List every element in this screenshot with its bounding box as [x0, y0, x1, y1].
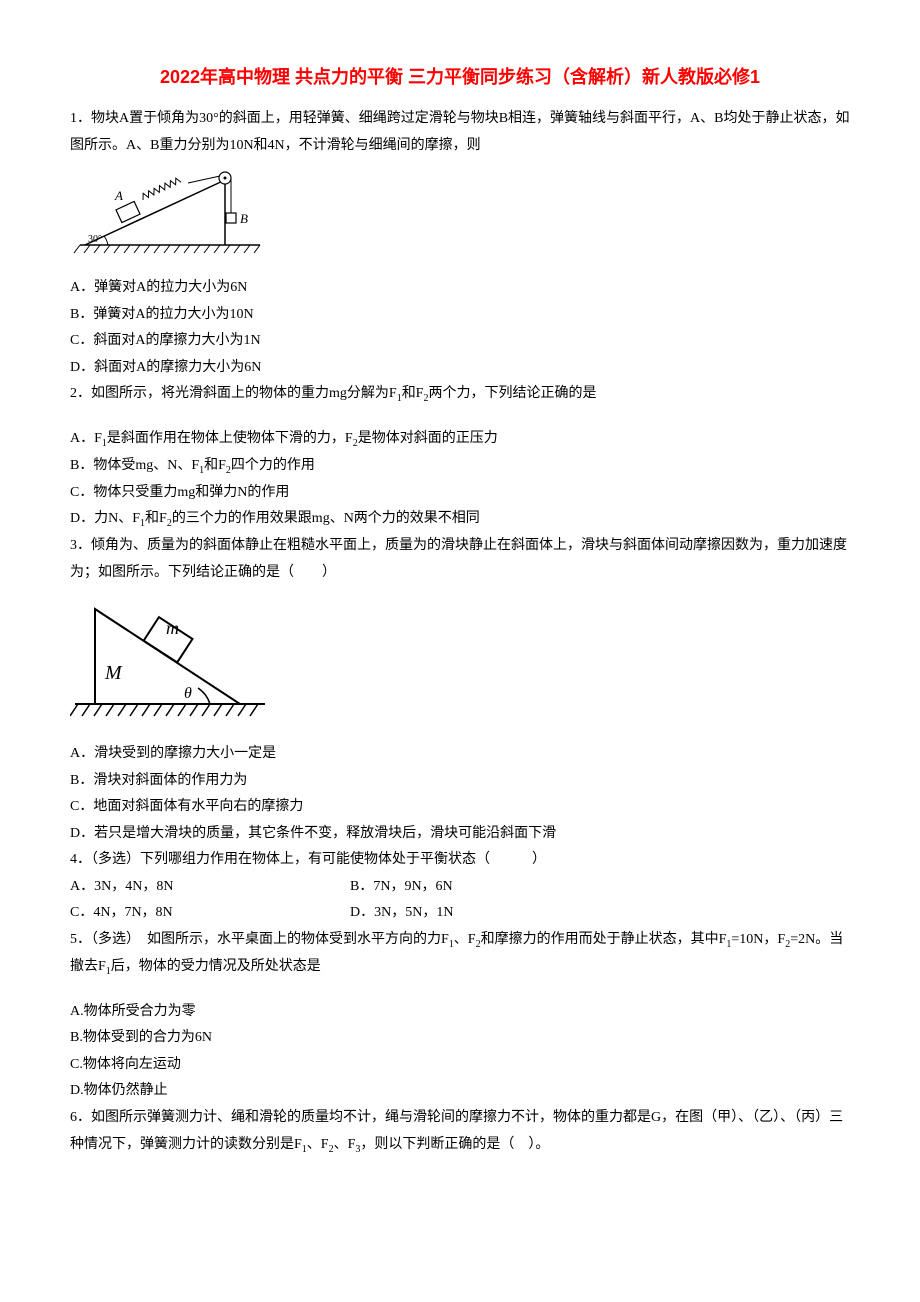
q2-opt-b: B．物体受mg、N、F1和F2四个力的作用 — [70, 453, 850, 480]
q3-stem: 3．倾角为、质量为的斜面体静止在粗糙水平面上，质量为的滑块静止在斜面体上，滑块与… — [70, 533, 850, 586]
q4-opt-d: D．3N，5N，1N — [350, 900, 630, 927]
q6-stem: 6．如图所示弹簧测力计、绳和滑轮的质量均不计，绳与滑轮间的摩擦力不计，物体的重力… — [70, 1105, 850, 1158]
q3-figure: m M θ — [70, 594, 850, 735]
q1-figure: A B 30° — [70, 165, 850, 271]
q1-opt-b: B．弹簧对A的拉力大小为10N — [70, 302, 850, 329]
q1-opt-d: D．斜面对A的摩擦力大小为6N — [70, 355, 850, 382]
q5-opt-a: A.物体所受合力为零 — [70, 999, 850, 1026]
svg-text:θ: θ — [184, 685, 192, 702]
q2-figure-placeholder — [70, 408, 850, 426]
q4-row1: A．3N，4N，8N B．7N，9N，6N — [70, 874, 850, 901]
q3-opt-b: B．滑块对斜面体的作用力为 — [70, 768, 850, 795]
page-title: 2022年高中物理 共点力的平衡 三力平衡同步练习（含解析）新人教版必修1 — [70, 60, 850, 94]
q4-opt-a: A．3N，4N，8N — [70, 874, 350, 901]
svg-text:30°: 30° — [88, 234, 102, 245]
q2-stem: 2．如图所示，将光滑斜面上的物体的重力mg分解为F1和F2两个力，下列结论正确的… — [70, 381, 850, 408]
svg-text:M: M — [104, 662, 123, 684]
q1-opt-c: C．斜面对A的摩擦力大小为1N — [70, 328, 850, 355]
q5-figure-placeholder — [70, 981, 850, 999]
q3-opt-c: C．地面对斜面体有水平向右的摩擦力 — [70, 794, 850, 821]
q2-opt-c: C．物体只受重力mg和弹力N的作用 — [70, 480, 850, 507]
q4-row2: C．4N，7N，8N D．3N，5N，1N — [70, 900, 850, 927]
q3-opt-a: A．滑块受到的摩擦力大小一定是 — [70, 741, 850, 768]
svg-text:A: A — [114, 188, 123, 203]
q3-opt-d: D．若只是增大滑块的质量，其它条件不变，释放滑块后，滑块可能沿斜面下滑 — [70, 821, 850, 848]
q5-stem: 5．（多选） 如图所示，水平桌面上的物体受到水平方向的力F1、F2和摩擦力的作用… — [70, 927, 850, 981]
q2-opt-d: D．力N、F1和F2的三个力的作用效果跟mg、N两个力的效果不相同 — [70, 506, 850, 533]
q5-opt-d: D.物体仍然静止 — [70, 1078, 850, 1105]
q1-opt-a: A．弹簧对A的拉力大小为6N — [70, 275, 850, 302]
q2-opt-a: A．F1是斜面作用在物体上使物体下滑的力，F2是物体对斜面的正压力 — [70, 426, 850, 453]
q5-opt-b: B.物体受到的合力为6N — [70, 1025, 850, 1052]
q4-opt-b: B．7N，9N，6N — [350, 874, 630, 901]
q5-opt-c: C.物体将向左运动 — [70, 1052, 850, 1079]
svg-text:m: m — [166, 618, 179, 638]
q4-stem: 4．（多选）下列哪组力作用在物体上，有可能使物体处于平衡状态（ ） — [70, 847, 850, 874]
svg-text:B: B — [240, 211, 248, 226]
q1-stem: 1．物块A置于倾角为30°的斜面上，用轻弹簧、细绳跨过定滑轮与物块B相连，弹簧轴… — [70, 106, 850, 159]
q4-opt-c: C．4N，7N，8N — [70, 900, 350, 927]
